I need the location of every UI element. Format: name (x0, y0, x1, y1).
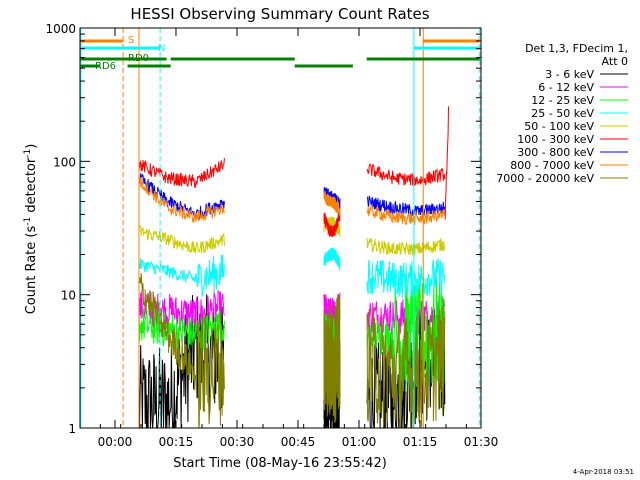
flag-bars: S N RD0 RD6 (80, 35, 480, 72)
plot-data-layer (138, 106, 449, 429)
series-2-segment-2 (366, 276, 446, 396)
series-0-segment-0 (138, 294, 225, 429)
series-8-segment-1 (323, 294, 341, 423)
legend-label-6: 300 - 800 keV (517, 146, 594, 159)
legend-label-4: 50 - 100 keV (524, 120, 594, 133)
series-7-segment-0 (138, 177, 225, 223)
y-tick-label-2: 100 (53, 155, 76, 169)
plot-frame (79, 27, 482, 429)
flag-label-3: RD6 (95, 61, 116, 72)
y-axis-label-main: Count Rate (s (24, 226, 39, 315)
x-tick-label-6: 01:30 (464, 435, 499, 449)
y-tick-label-0: 1 (68, 422, 76, 436)
series-3-segment-0 (138, 254, 225, 298)
x-axis-label: Start Time (08-May-16 23:55:42) (173, 456, 387, 471)
series-6-segment-2 (366, 195, 446, 218)
legend-label-1: 6 - 12 keV (538, 81, 594, 94)
y-axis-label-mid: detector (24, 157, 39, 217)
y-axis-label: Count Rate (s-1 detector-1) (23, 144, 39, 315)
series-5-segment-0 (138, 157, 225, 188)
series-5-segment-1 (323, 209, 341, 238)
legend-header-line1: Det 1,3, FDecim 1, (525, 42, 628, 55)
series-3-segment-1 (323, 247, 341, 270)
legend-header-line2: Att 0 (602, 55, 628, 68)
flag-label-1: N (158, 43, 165, 54)
x-tick-label-2: 00:30 (220, 435, 255, 449)
flare-rise-line (444, 106, 449, 220)
series-7-segment-1 (323, 190, 341, 217)
chart-title: HESSI Observing Summary Count Rates (130, 5, 429, 23)
legend-label-5: 100 - 300 keV (517, 133, 594, 146)
series-3 (138, 247, 446, 298)
flag-label-0: S (128, 35, 134, 46)
series-7 (138, 177, 446, 226)
series-3-segment-2 (366, 258, 446, 298)
series-7-segment-2 (366, 204, 446, 226)
y-tick-label-3: 1000 (45, 22, 76, 36)
series-8 (138, 273, 446, 429)
x-tick-label-1: 00:15 (159, 435, 194, 449)
flag-label-2: RD0 (128, 53, 149, 64)
series-4-segment-2 (366, 238, 446, 256)
vertical-markers (80, 28, 481, 428)
y-axis-label-sup2: -1 (23, 149, 33, 158)
legend-label-0: 3 - 6 keV (545, 68, 594, 81)
x-tick-label-3: 00:45 (281, 435, 316, 449)
x-tick-label-5: 01:15 (403, 435, 438, 449)
x-tick-label-4: 01:00 (342, 435, 377, 449)
y-tick-label-1: 10 (61, 289, 76, 303)
series-5 (138, 157, 446, 238)
legend-label-7: 800 - 7000 keV (510, 159, 594, 172)
legend-label-8: 7000 - 20000 keV (496, 172, 594, 185)
timestamp: 4-Apr-2018 03:51 (573, 468, 634, 476)
legend-label-2: 12 - 25 keV (531, 94, 594, 107)
series-5-segment-2 (366, 163, 446, 187)
x-tick-label-0: 00:00 (98, 435, 133, 449)
y-axis-label-sup1: -1 (23, 217, 33, 226)
series-4-segment-0 (138, 224, 225, 254)
series-8-segment-0 (138, 273, 225, 429)
axes: 00:00 00:15 00:30 00:45 01:00 01:15 01:30 1 10 10… (45, 22, 498, 449)
series-8-segment-2 (366, 298, 446, 429)
legend-label-3: 25 - 50 keV (531, 107, 594, 120)
y-axis-label-end: ) (24, 144, 39, 149)
